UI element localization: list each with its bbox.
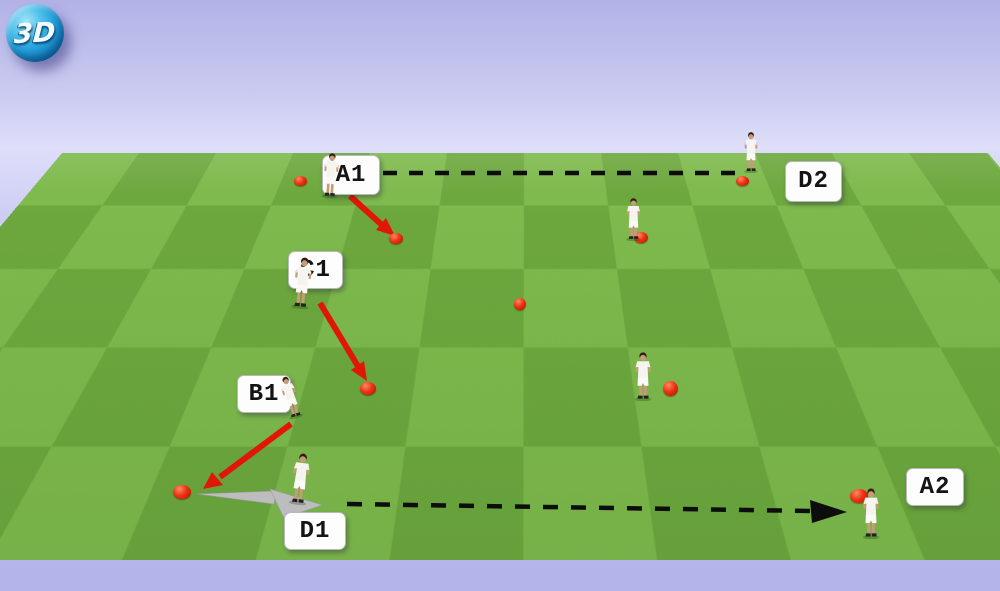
cone[interactable]	[634, 232, 648, 243]
player-label-b1[interactable]: B1	[237, 375, 291, 413]
cone[interactable]	[360, 382, 376, 395]
ball[interactable]	[663, 381, 678, 396]
ball[interactable]	[514, 298, 526, 310]
pass-arrow-d1-a2[interactable]	[346, 500, 847, 523]
player-label-d2[interactable]: D2	[785, 161, 842, 202]
label-text: B1	[248, 380, 280, 408]
run-arrow-b1[interactable]	[203, 421, 293, 489]
player-figure-a2[interactable]	[860, 487, 882, 539]
view-3d-label: 3D	[13, 16, 57, 50]
label-text: D2	[798, 168, 829, 195]
cone[interactable]	[850, 489, 868, 503]
cone[interactable]	[294, 176, 307, 186]
run-arrow-c1[interactable]	[317, 301, 367, 381]
label-text: A1	[335, 161, 367, 189]
player-figure-d2[interactable]	[742, 131, 760, 173]
cone[interactable]	[173, 485, 191, 499]
view-3d-button[interactable]: 3D	[6, 4, 64, 62]
player-label-d1[interactable]: D1	[284, 512, 346, 550]
label-text: D1	[299, 517, 331, 545]
player-figure-a1[interactable]	[319, 151, 342, 199]
run-arrow-a1[interactable]	[347, 193, 395, 236]
label-text: A2	[919, 473, 951, 501]
player-figure-mid-top[interactable]	[624, 197, 643, 241]
cone[interactable]	[736, 176, 749, 186]
player-figure-mid-low[interactable]	[632, 351, 654, 401]
player-label-a2[interactable]: A2	[906, 468, 964, 506]
cone[interactable]	[389, 233, 403, 244]
